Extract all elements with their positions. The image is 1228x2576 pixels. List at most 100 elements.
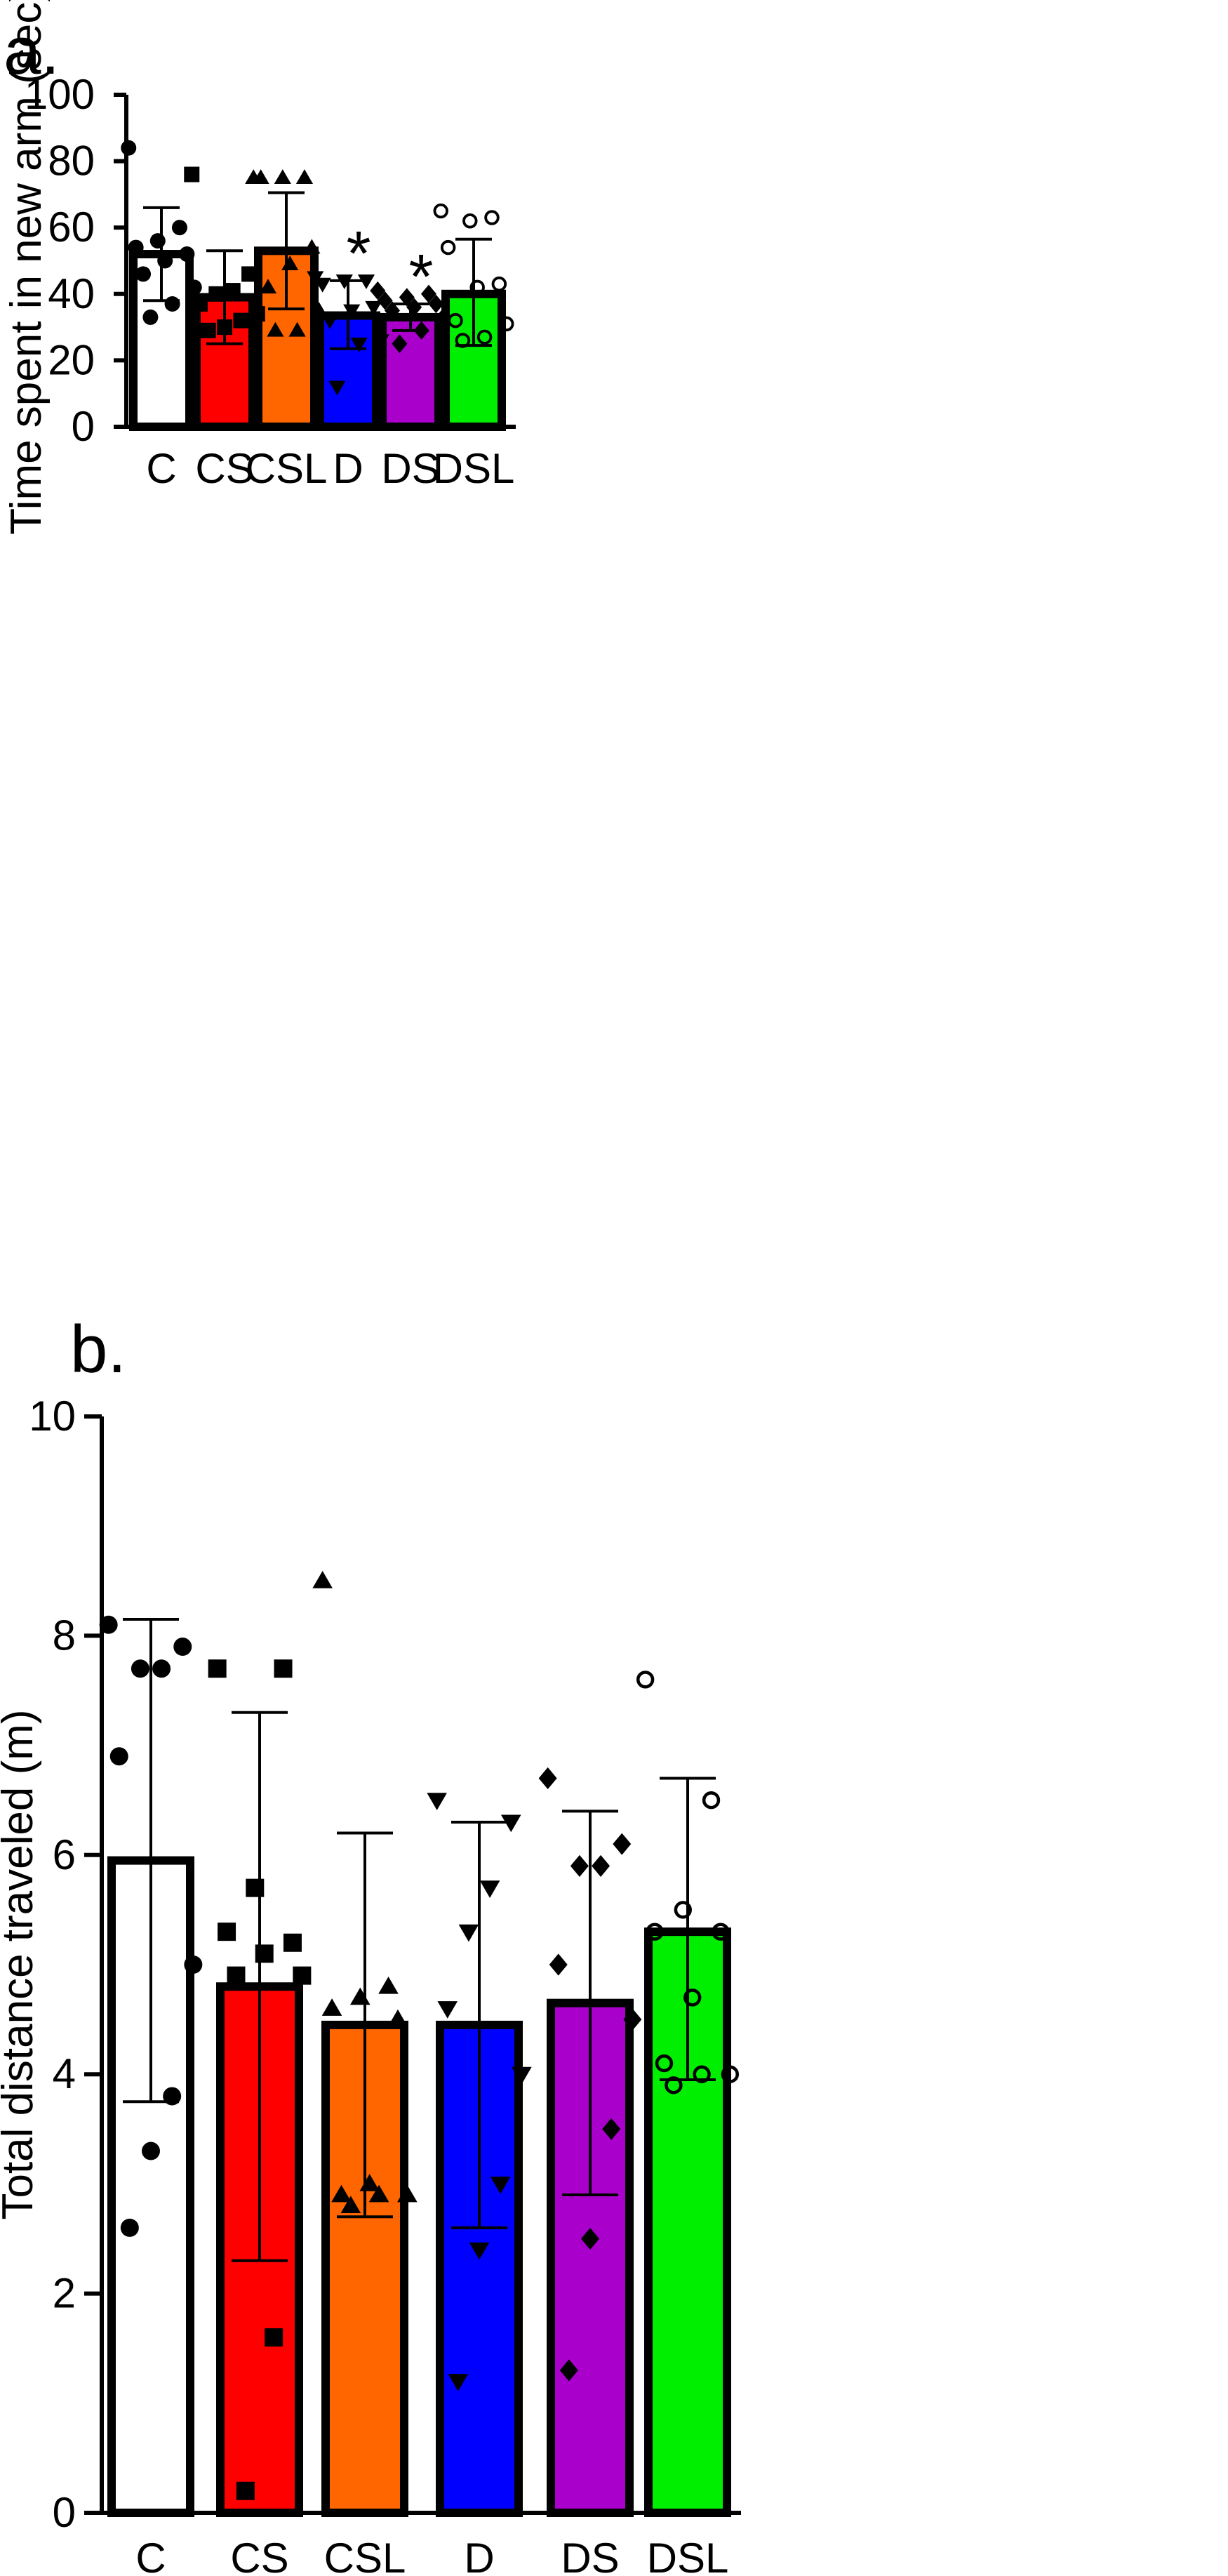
- x-tick-label: C: [146, 445, 176, 492]
- data-point-diamond: [377, 291, 393, 310]
- data-point-circle: [149, 233, 166, 249]
- data-point-triangle-down: [314, 277, 331, 293]
- data-point-diamond: [399, 288, 415, 307]
- panel-b-y-axis-title: Total distance traveled (m): [0, 1709, 42, 2219]
- data-point-diamond: [570, 1854, 589, 1878]
- data-point-diamond: [602, 2118, 621, 2140]
- data-point-circle: [135, 266, 152, 282]
- y-tick-label: 4: [53, 2050, 76, 2097]
- x-tick-label: CSL: [324, 2535, 406, 2576]
- data-point-diamond: [549, 1953, 568, 1976]
- significance-mark: *: [346, 219, 371, 289]
- data-point-triangle-up: [274, 169, 291, 185]
- data-point-circle: [128, 239, 144, 255]
- data-point-triangle-up: [321, 1998, 342, 2016]
- data-point-diamond: [559, 2359, 578, 2382]
- panel-b-x-labels: C CS CSL D DS DSL: [135, 2535, 728, 2576]
- panel-b-bars: [107, 1856, 731, 2518]
- data-point-circle: [171, 220, 187, 236]
- data-point-triangle-up: [368, 2184, 389, 2203]
- y-tick-label: 60: [48, 204, 95, 251]
- data-point-circle-open: [491, 276, 507, 292]
- data-point-square: [192, 296, 208, 312]
- panel-a-error-bars: [143, 191, 492, 350]
- data-point-triangle-up: [295, 169, 314, 185]
- data-point-triangle-up: [378, 1976, 399, 1994]
- data-point-square: [218, 1923, 236, 1941]
- data-point-triangle-up: [267, 321, 284, 337]
- data-point-triangle-up: [303, 239, 321, 254]
- data-point-diamond: [613, 1833, 632, 1855]
- y-tick-label: 0: [53, 2489, 76, 2536]
- data-point-circle: [142, 2142, 160, 2160]
- data-point-triangle-down: [458, 1924, 479, 1942]
- data-point-square: [274, 1659, 293, 1678]
- y-tick-label: 40: [48, 270, 95, 317]
- data-point-circle: [120, 2218, 139, 2237]
- data-point-circle: [184, 1956, 203, 1974]
- data-point-diamond: [385, 301, 401, 320]
- y-tick-label: 6: [53, 1831, 76, 1878]
- data-point-circle-open: [674, 1901, 692, 1919]
- x-tick-label: CSL: [246, 445, 328, 492]
- data-point-triangle-down: [321, 314, 339, 329]
- data-point-square: [255, 1944, 274, 1963]
- data-point-triangle-down: [437, 2001, 458, 2019]
- data-point-diamond: [428, 294, 444, 314]
- data-point-circle-open: [655, 2054, 674, 2073]
- panel-a-significance: * *: [346, 219, 433, 312]
- data-point-circle: [179, 246, 195, 263]
- data-point-square: [227, 1966, 246, 1985]
- y-tick-label: 20: [48, 336, 95, 383]
- data-point-square: [208, 286, 225, 302]
- x-tick-label: DSL: [647, 2535, 729, 2576]
- data-point-circle-open: [665, 2076, 683, 2094]
- data-point-triangle-down: [512, 2066, 532, 2085]
- panel-b-points: [99, 1571, 740, 2500]
- y-tick-label: 100: [25, 71, 95, 118]
- data-point-circle-open: [683, 1989, 702, 2007]
- x-tick-label: DSL: [433, 445, 515, 492]
- x-tick-label: DS: [381, 445, 439, 492]
- data-point-square: [246, 1878, 265, 1897]
- data-point-triangle-up: [340, 2196, 361, 2214]
- panel-a-label: a.: [4, 13, 60, 88]
- data-point-diamond: [420, 284, 436, 303]
- data-point-triangle-down: [469, 2242, 490, 2260]
- data-point-square: [233, 312, 249, 328]
- data-point-triangle-down: [328, 380, 346, 396]
- data-point-square: [208, 1659, 227, 1678]
- data-point-square: [283, 1933, 302, 1952]
- data-point-circle: [131, 1659, 149, 1678]
- data-point-diamond: [623, 2008, 642, 2031]
- data-point-circle-open: [476, 329, 493, 345]
- data-point-circle: [109, 1747, 128, 1766]
- data-point-triangle-down: [479, 1880, 500, 1898]
- y-tick-label: 10: [29, 1393, 76, 1440]
- data-point-triangle-down: [350, 337, 368, 352]
- data-point-circle: [164, 296, 180, 312]
- data-point-circle: [173, 1638, 192, 1657]
- data-point-square: [225, 283, 241, 299]
- data-point-circle: [152, 1659, 171, 1678]
- data-point-square: [293, 1966, 312, 1985]
- data-point-triangle-down: [490, 2177, 511, 2194]
- data-point-circle: [157, 253, 173, 269]
- data-point-triangle-down: [372, 334, 389, 350]
- data-point-circle: [142, 309, 159, 325]
- panel-a-chart: a. Time spent in new arm (sec) 0 20 40 60 80…: [2, 0, 516, 535]
- bar-ds: [378, 312, 443, 431]
- x-tick-label: DS: [561, 2535, 619, 2576]
- data-point-circle-open: [702, 1791, 721, 1810]
- data-point-square: [236, 2481, 255, 2500]
- data-point-square: [249, 306, 265, 322]
- data-point-circle-open: [721, 2065, 740, 2083]
- data-point-square: [184, 166, 200, 182]
- data-point-triangle-up: [252, 169, 269, 185]
- data-point-triangle-up: [310, 302, 328, 317]
- data-point-circle-open: [448, 312, 463, 328]
- data-point-circle-open: [469, 279, 485, 296]
- panel-b-y-ticks: 0 2 4 6 8 10: [29, 1393, 102, 2536]
- data-point-triangle-up: [387, 2009, 408, 2027]
- panel-b-chart: b. Total distance traveled (m) 0 2 4 6 8 10 C…: [0, 1312, 741, 2576]
